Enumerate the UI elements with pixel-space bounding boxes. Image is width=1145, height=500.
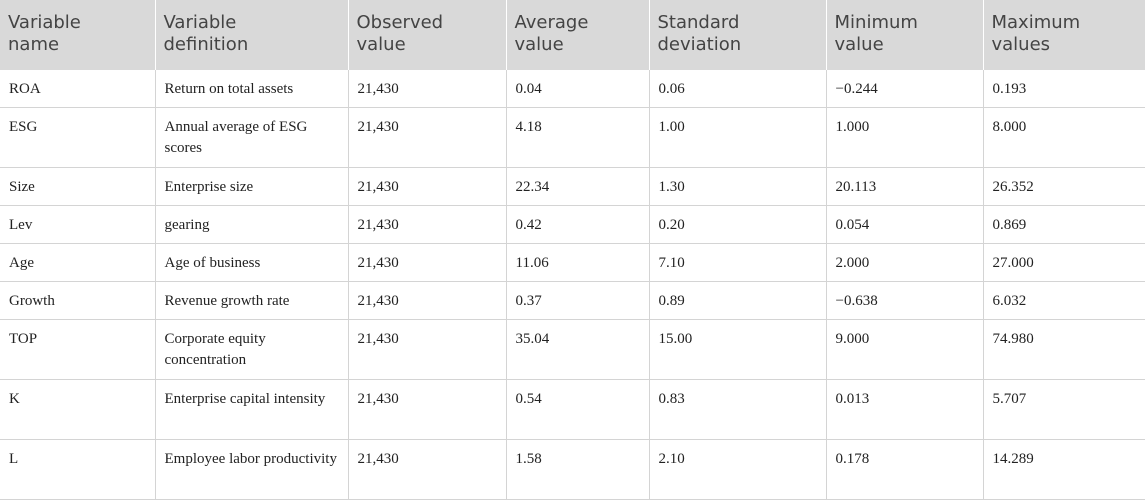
header-text: value — [356, 34, 406, 55]
variable-definition: Enterprise size — [154, 167, 349, 206]
header-text: value — [834, 34, 884, 55]
header-cell: Minimum value — [825, 0, 983, 70]
value-cell: 11.06 — [505, 243, 650, 282]
value-cell: 21,430 — [347, 243, 507, 282]
value-cell: 8.000 — [982, 107, 1145, 168]
header-cell: Average value — [505, 0, 649, 70]
header-text: deviation — [657, 34, 742, 55]
variable-name: Size — [0, 167, 156, 206]
value-cell: 1.00 — [648, 107, 827, 168]
value-cell: 21,430 — [347, 379, 507, 440]
variable-name: Lev — [0, 205, 156, 244]
header-text: Variable — [163, 12, 237, 33]
table-row: K Enterprise capital intensity 21,430 0.54 0… — [0, 379, 1145, 440]
variable-name: Age — [0, 243, 156, 282]
value-cell: 35.04 — [505, 319, 650, 380]
value-cell: 21,430 — [347, 205, 507, 244]
value-cell: −0.638 — [825, 281, 984, 320]
value-cell: 9.000 — [825, 319, 984, 380]
value-cell: 21,430 — [347, 281, 507, 320]
table-body: ROA Return on total assets 21,430 0.04 0.06−… — [0, 70, 1145, 500]
variable-definition: Return on total assets — [154, 70, 349, 108]
header-cell: Standard deviation — [648, 0, 826, 70]
value-cell: 21,430 — [347, 167, 507, 206]
header-text: Maximum — [991, 12, 1081, 33]
value-cell: 0.83 — [648, 379, 827, 440]
value-cell: 0.20 — [648, 205, 827, 244]
variable-definition: Revenue growth rate — [154, 281, 349, 320]
variable-definition: Corporate equity concentration — [154, 319, 349, 380]
table-row: ESG Annual average of ESG scores 21,430 4.1… — [0, 107, 1145, 168]
header-text: Standard — [657, 12, 740, 33]
value-cell: 21,430 — [347, 107, 507, 168]
value-cell: 26.352 — [982, 167, 1145, 206]
value-cell: 1.58 — [505, 439, 650, 500]
value-cell: 14.289 — [982, 439, 1145, 500]
value-cell: 7.10 — [648, 243, 827, 282]
variable-definition: Enterprise capital intensity — [154, 379, 349, 440]
header-text: name — [8, 34, 60, 55]
header-text: Average — [514, 12, 589, 33]
value-cell: 0.37 — [505, 281, 650, 320]
value-cell: 20.113 — [825, 167, 984, 206]
value-cell: 0.89 — [648, 281, 827, 320]
value-cell: 4.18 — [505, 107, 650, 168]
variable-name: ROA — [0, 70, 156, 108]
table-row: TOP Corporate equity concentration 21,430 3… — [0, 319, 1145, 380]
header-cell: Maximum values — [982, 0, 1145, 70]
table-row: Growth Revenue growth rate 21,430 0.37 0.89−… — [0, 281, 1145, 320]
value-cell: 21,430 — [347, 439, 507, 500]
value-cell: 0.06 — [648, 70, 827, 108]
value-cell: 2.10 — [648, 439, 827, 500]
value-cell: 1.000 — [825, 107, 984, 168]
header-cell: Variable name — [0, 0, 155, 70]
value-cell: 0.054 — [825, 205, 984, 244]
value-cell: 0.013 — [825, 379, 984, 440]
header-row: Variable name Variable definition Observed va… — [0, 0, 1145, 70]
header-cell: Observed value — [347, 0, 506, 70]
value-cell: 0.42 — [505, 205, 650, 244]
value-cell: 0.869 — [982, 205, 1145, 244]
value-cell: 21,430 — [347, 319, 507, 380]
table-row: Lev gearing 21,430 0.42 0.20 0.054 0.869 — [0, 205, 1145, 244]
variable-name: L — [0, 439, 156, 500]
table-row: L Employee labor productivity 21,430 1.58 2.… — [0, 439, 1145, 500]
value-cell: 1.30 — [648, 167, 827, 206]
header-text: value — [514, 34, 564, 55]
variable-name: ESG — [0, 107, 156, 168]
variable-definition: Employee labor productivity — [154, 439, 349, 500]
header-text: Observed — [356, 12, 444, 33]
header-text: values — [991, 34, 1051, 55]
header-text: Minimum — [834, 12, 918, 33]
header-cell: Variable definition — [154, 0, 348, 70]
table-row: ROA Return on total assets 21,430 0.04 0.06−… — [0, 70, 1145, 108]
variable-definition: gearing — [154, 205, 349, 244]
variable-definition: Annual average of ESG scores — [154, 107, 349, 168]
table-row: Age Age of business 21,430 11.06 7.10 2.000 27… — [0, 243, 1145, 282]
value-cell: 2.000 — [825, 243, 984, 282]
value-cell: 0.178 — [825, 439, 984, 500]
value-cell: 0.193 — [982, 70, 1145, 108]
value-cell: 21,430 — [347, 70, 507, 108]
variable-name: Growth — [0, 281, 156, 320]
value-cell: 0.04 — [505, 70, 650, 108]
value-cell: 74.980 — [982, 319, 1145, 380]
variable-definition: Age of business — [154, 243, 349, 282]
value-cell: 5.707 — [982, 379, 1145, 440]
value-cell: 27.000 — [982, 243, 1145, 282]
header-text: definition — [163, 34, 249, 55]
value-cell: 15.00 — [648, 319, 827, 380]
variable-name: K — [0, 379, 156, 440]
header-text: Variable — [8, 12, 81, 33]
variable-name: TOP — [0, 319, 156, 380]
value-cell: −0.244 — [825, 70, 984, 108]
value-cell: 22.34 — [505, 167, 650, 206]
table-row: Size Enterprise size 21,430 22.34 1.30 20.113… — [0, 167, 1145, 206]
value-cell: 6.032 — [982, 281, 1145, 320]
value-cell: 0.54 — [505, 379, 650, 440]
